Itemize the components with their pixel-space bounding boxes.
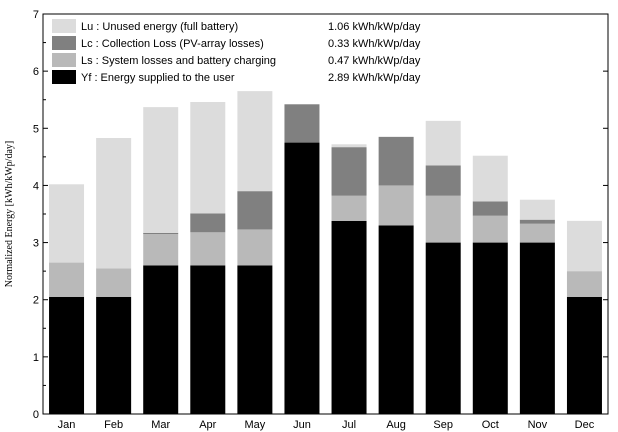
bar-ls-dec <box>566 271 602 297</box>
legend-label-ls: Ls : System losses and battery charging <box>81 55 276 67</box>
x-tick-label: Dec <box>575 419 595 431</box>
bar-lc-jul <box>331 147 367 196</box>
bar-lu-oct <box>472 155 508 202</box>
y-tick-label: 7 <box>33 9 39 21</box>
x-tick-label: May <box>244 419 265 431</box>
x-tick-label: Feb <box>104 419 123 431</box>
y-tick-label: 2 <box>33 295 39 307</box>
legend: Lu : Unused energy (full battery) 1.06 kW… <box>52 19 421 84</box>
legend-value-lu: 1.06 kWh/kWp/day <box>328 21 421 33</box>
bar-lc-oct <box>472 201 508 216</box>
x-ticks: Jan Feb Mar Apr May Jun Jul Aug Sep Oct Nov Dec <box>58 409 595 431</box>
x-tick-label: Nov <box>528 419 548 431</box>
x-tick-label: Mar <box>151 419 170 431</box>
bar-yf-oct <box>472 242 508 414</box>
bar-lu-may <box>237 91 273 192</box>
bar-yf-apr <box>190 265 226 414</box>
bar-yf-nov <box>519 242 555 414</box>
bar-ls-jan <box>49 262 85 297</box>
y-tick-label: 4 <box>33 180 39 192</box>
bar-lc-nov <box>519 219 555 224</box>
bar-ls-may <box>237 229 273 266</box>
bar-lu-feb <box>96 138 132 269</box>
bar-yf-may <box>237 265 273 414</box>
bar-yf-feb <box>96 296 132 414</box>
y-tick-label: 6 <box>33 66 39 78</box>
bar-yf-jul <box>331 220 367 414</box>
bar-ls-apr <box>190 232 226 266</box>
y-axis-label: Normalized Energy [kWh/kWp/day] <box>4 141 15 287</box>
bar-ls-feb <box>96 268 132 297</box>
bar-lc-aug <box>378 136 414 186</box>
bar-lu-mar <box>143 107 179 233</box>
y-ticks: 0 1 2 3 4 5 6 7 <box>33 9 608 421</box>
bar-yf-jan <box>49 296 85 414</box>
x-tick-label: Sep <box>433 419 453 431</box>
bar-yf-mar <box>143 265 179 414</box>
bar-lc-apr <box>190 213 226 233</box>
y-tick-label: 5 <box>33 123 39 135</box>
legend-swatch-ls <box>52 53 76 67</box>
bar-yf-jun <box>284 142 320 414</box>
bar-yf-aug <box>378 225 414 414</box>
legend-swatch-lu <box>52 19 76 33</box>
bar-lu-jan <box>49 184 85 263</box>
bar-lu-sep <box>425 120 461 166</box>
bar-ls-aug <box>378 185 414 226</box>
bar-yf-sep <box>425 242 461 414</box>
x-tick-label: Aug <box>386 419 406 431</box>
legend-swatch-lc <box>52 36 76 50</box>
bar-lc-may <box>237 191 273 230</box>
x-tick-label: Jun <box>293 419 311 431</box>
bar-yf-dec <box>566 296 602 414</box>
legend-label-lc: Lc : Collection Loss (PV-array losses) <box>81 38 264 50</box>
legend-value-ls: 0.47 kWh/kWp/day <box>328 55 421 67</box>
x-tick-label: Jan <box>58 419 76 431</box>
bar-ls-sep <box>425 195 461 243</box>
bar-lc-jun <box>284 104 320 143</box>
bar-ls-mar <box>143 234 179 266</box>
y-tick-label: 0 <box>33 409 39 421</box>
legend-value-lc: 0.33 kWh/kWp/day <box>328 38 421 50</box>
bar-lu-nov <box>519 199 555 220</box>
legend-swatch-yf <box>52 70 76 84</box>
y-tick-label: 1 <box>33 352 39 364</box>
legend-value-yf: 2.89 kWh/kWp/day <box>328 72 421 84</box>
legend-label-yf: Yf : Energy supplied to the user <box>81 72 235 84</box>
bar-lu-dec <box>566 220 602 272</box>
bar-ls-nov <box>519 223 555 243</box>
x-tick-label: Oct <box>482 419 499 431</box>
bar-lu-jul <box>331 144 367 148</box>
bar-lc-sep <box>425 165 461 196</box>
bar-ls-oct <box>472 215 508 243</box>
bar-lu-apr <box>190 102 226 214</box>
bar-ls-jul <box>331 195 367 221</box>
bars-layer <box>49 91 602 414</box>
x-tick-label: Jul <box>342 419 356 431</box>
legend-label-lu: Lu : Unused energy (full battery) <box>81 21 238 33</box>
x-tick-label: Apr <box>199 419 216 431</box>
y-tick-label: 3 <box>33 238 39 250</box>
bar-lc-mar <box>143 232 179 234</box>
